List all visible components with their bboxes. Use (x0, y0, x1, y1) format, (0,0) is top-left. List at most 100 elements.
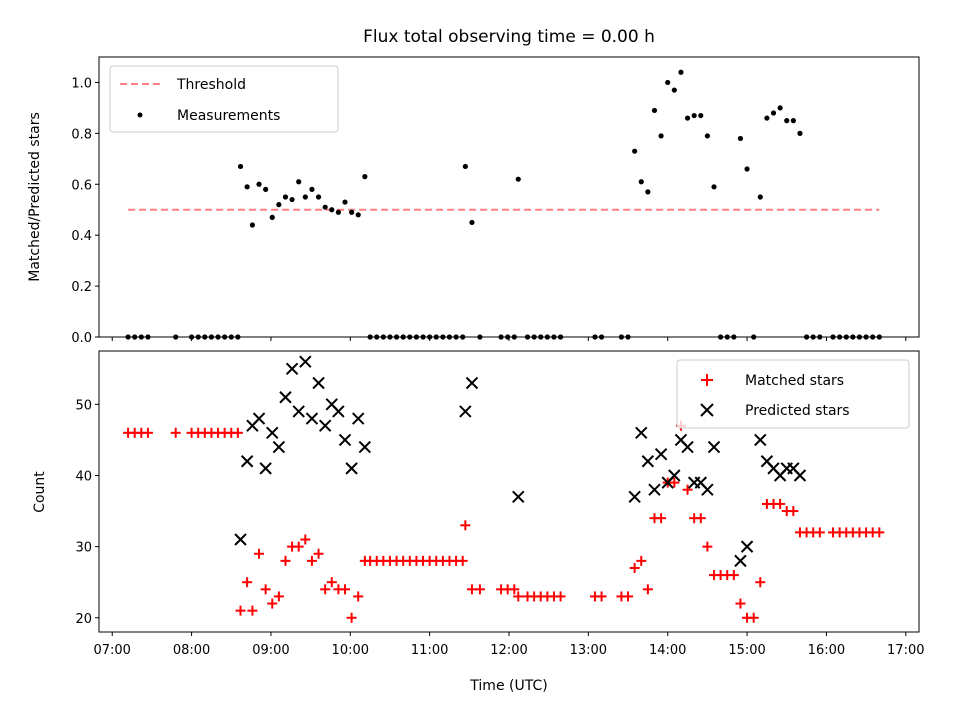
legend-measurements-swatch (137, 112, 143, 118)
measurement-point (276, 202, 282, 208)
matched-star-point (636, 555, 647, 566)
predicted-star-point (240, 455, 254, 468)
matched-star-point (142, 427, 153, 438)
measurement-point (638, 179, 644, 185)
measurement-point (335, 209, 341, 215)
x-tick-label: 13:00 (570, 643, 607, 658)
predicted-star-point (459, 405, 472, 418)
matched-star-point (874, 527, 885, 538)
measurement-point (195, 334, 201, 340)
measurement-point (367, 334, 373, 340)
x-axis-label: Time (UTC) (469, 678, 547, 694)
bottom-y-ticks: 20 30 40 50 (75, 398, 99, 627)
measurement-point (856, 334, 863, 340)
predicted-star-point (793, 469, 807, 482)
measurement-point (551, 334, 557, 340)
bottom-y-tick-label: 50 (75, 398, 92, 413)
measurement-point (665, 79, 671, 86)
measurement-point (777, 105, 783, 111)
measurement-point (138, 334, 144, 340)
measurement-point (684, 115, 691, 121)
measurement-point (498, 334, 504, 340)
top-y-tick-label: 0.2 (71, 280, 92, 295)
matched-star-point (555, 591, 566, 602)
measurement-point (863, 334, 869, 340)
measurement-point (817, 334, 823, 340)
measurement-point (282, 194, 289, 200)
measurement-point (302, 194, 308, 200)
x-tick-label: 07:00 (93, 643, 130, 658)
matched-star-point (775, 498, 786, 509)
measurement-point (269, 214, 275, 220)
measurement-point (531, 334, 537, 340)
measurement-point (309, 186, 315, 192)
matched-star-point (814, 527, 825, 538)
measurement-point (658, 133, 664, 139)
predicted-star-point (259, 462, 272, 475)
measurement-point (453, 334, 459, 340)
predicted-star-point (332, 405, 345, 418)
measurement-point (322, 204, 328, 210)
matched-star-point (232, 427, 243, 438)
matched-star-point (695, 513, 706, 524)
matched-star-point (260, 584, 271, 595)
measurement-point (651, 107, 658, 114)
measurement-point (645, 189, 651, 195)
measurement-point (632, 148, 638, 154)
measurement-point (810, 334, 816, 340)
matched-star-point (306, 555, 317, 566)
measurements-series (125, 69, 882, 340)
measurement-point (511, 334, 517, 340)
top-y-tick-label: 0.6 (71, 178, 92, 193)
measurement-point (393, 334, 400, 340)
measurement-point (132, 334, 138, 340)
measurement-point (731, 334, 737, 340)
matched-star-point (642, 584, 653, 595)
predicted-star-point (681, 440, 694, 454)
matched-star-point (682, 484, 693, 495)
measurement-point (538, 334, 544, 340)
measurement-point (208, 334, 215, 340)
measurement-point (691, 112, 697, 119)
top-legend-box (109, 65, 339, 133)
measurement-point (797, 130, 803, 136)
predicted-star-point (628, 490, 641, 504)
predicted-star-point (740, 540, 754, 553)
predicted-star-point (668, 469, 681, 482)
measurement-point (843, 334, 849, 340)
measurement-point (505, 334, 511, 340)
measurement-point (244, 184, 250, 190)
x-tick-label: 14:00 (649, 643, 686, 658)
matched-star-point (629, 562, 640, 573)
measurement-point (342, 199, 348, 205)
predicted-star-point (299, 355, 312, 368)
measurement-point (751, 334, 757, 340)
matched-star-point (242, 577, 253, 588)
measurement-point (718, 334, 724, 340)
measurement-point (374, 334, 380, 340)
measurement-point (215, 334, 221, 340)
predicted-star-point (654, 447, 668, 461)
top-y-axis-label: Matched/Predicted stars (27, 112, 43, 282)
x-tick-label: 10:00 (332, 643, 369, 658)
measurement-point (830, 334, 836, 340)
predicted-star-point (358, 440, 372, 454)
measurement-point (850, 334, 856, 340)
measurement-point (222, 334, 228, 340)
measurement-point (387, 334, 393, 340)
matched-star-point (346, 612, 357, 623)
top-y-ticks: 0.0 0.2 0.4 0.6 0.8 1.0 (71, 76, 99, 346)
predicted-star-point (272, 440, 286, 454)
predicted-star-point (285, 362, 299, 375)
matched-star-point (170, 427, 181, 438)
matched-star-point (748, 612, 759, 623)
predicted-star-point (707, 440, 721, 454)
matched-star-point (340, 584, 350, 595)
matched-star-point (474, 584, 485, 595)
measurement-point (256, 181, 262, 187)
measurement-point (237, 163, 244, 170)
legend-matched-swatch (701, 374, 713, 386)
matched-star-point (596, 591, 607, 602)
matched-star-point (300, 534, 311, 545)
bottom-panel: 20 30 40 50 07:00 08:00 09:00 10:00 11:00 12:00 1… (32, 350, 925, 694)
